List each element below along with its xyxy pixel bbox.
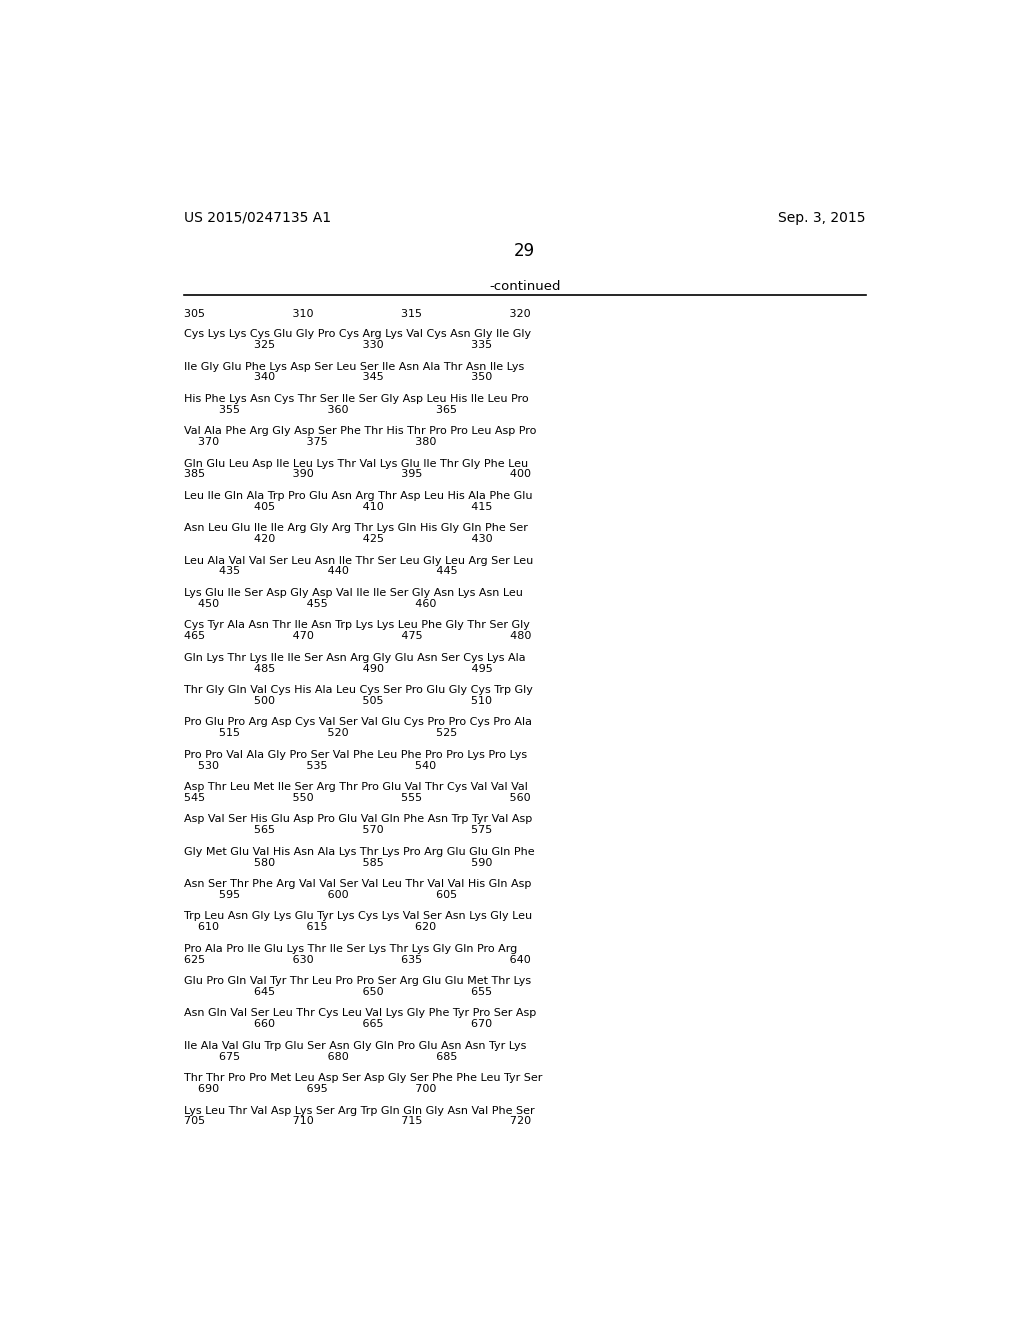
- Text: 595                         600                         605: 595 600 605: [183, 890, 457, 900]
- Text: Trp Leu Asn Gly Lys Glu Tyr Lys Cys Lys Val Ser Asn Lys Gly Leu: Trp Leu Asn Gly Lys Glu Tyr Lys Cys Lys …: [183, 911, 531, 921]
- Text: 420                         425                         430: 420 425 430: [183, 535, 493, 544]
- Text: 690                         695                         700: 690 695 700: [183, 1084, 436, 1094]
- Text: Gly Met Glu Val His Asn Ala Lys Thr Lys Pro Arg Glu Glu Gln Phe: Gly Met Glu Val His Asn Ala Lys Thr Lys …: [183, 847, 535, 857]
- Text: Lys Leu Thr Val Asp Lys Ser Arg Trp Gln Gln Gly Asn Val Phe Ser: Lys Leu Thr Val Asp Lys Ser Arg Trp Gln …: [183, 1106, 535, 1115]
- Text: 500                         505                         510: 500 505 510: [183, 696, 492, 706]
- Text: Ile Gly Glu Phe Lys Asp Ser Leu Ser Ile Asn Ala Thr Asn Ile Lys: Ile Gly Glu Phe Lys Asp Ser Leu Ser Ile …: [183, 362, 524, 372]
- Text: 325                         330                         335: 325 330 335: [183, 341, 492, 350]
- Text: Sep. 3, 2015: Sep. 3, 2015: [778, 211, 866, 224]
- Text: 450                         455                         460: 450 455 460: [183, 599, 436, 609]
- Text: Cys Tyr Ala Asn Thr Ile Asn Trp Lys Lys Leu Phe Gly Thr Ser Gly: Cys Tyr Ala Asn Thr Ile Asn Trp Lys Lys …: [183, 620, 529, 631]
- Text: 29: 29: [514, 242, 536, 260]
- Text: His Phe Lys Asn Cys Thr Ser Ile Ser Gly Asp Leu His Ile Leu Pro: His Phe Lys Asn Cys Thr Ser Ile Ser Gly …: [183, 395, 528, 404]
- Text: Pro Ala Pro Ile Glu Lys Thr Ile Ser Lys Thr Lys Gly Gln Pro Arg: Pro Ala Pro Ile Glu Lys Thr Ile Ser Lys …: [183, 944, 517, 954]
- Text: Leu Ile Gln Ala Trp Pro Glu Asn Arg Thr Asp Leu His Ala Phe Glu: Leu Ile Gln Ala Trp Pro Glu Asn Arg Thr …: [183, 491, 532, 502]
- Text: 370                         375                         380: 370 375 380: [183, 437, 436, 447]
- Text: 565                         570                         575: 565 570 575: [183, 825, 493, 836]
- Text: Asn Leu Glu Ile Ile Arg Gly Arg Thr Lys Gln His Gly Gln Phe Ser: Asn Leu Glu Ile Ile Arg Gly Arg Thr Lys …: [183, 524, 527, 533]
- Text: US 2015/0247135 A1: US 2015/0247135 A1: [183, 211, 331, 224]
- Text: Leu Ala Val Val Ser Leu Asn Ile Thr Ser Leu Gly Leu Arg Ser Leu: Leu Ala Val Val Ser Leu Asn Ile Thr Ser …: [183, 556, 534, 566]
- Text: 465                         470                         475                     : 465 470 475: [183, 631, 531, 642]
- Text: 515                         520                         525: 515 520 525: [183, 729, 457, 738]
- Text: 485                         490                         495: 485 490 495: [183, 664, 493, 673]
- Text: Glu Pro Gln Val Tyr Thr Leu Pro Pro Ser Arg Glu Glu Met Thr Lys: Glu Pro Gln Val Tyr Thr Leu Pro Pro Ser …: [183, 977, 530, 986]
- Text: 340                         345                         350: 340 345 350: [183, 372, 493, 383]
- Text: 675                         680                         685: 675 680 685: [183, 1052, 457, 1061]
- Text: Lys Glu Ile Ser Asp Gly Asp Val Ile Ile Ser Gly Asn Lys Asn Leu: Lys Glu Ile Ser Asp Gly Asp Val Ile Ile …: [183, 589, 522, 598]
- Text: Thr Thr Pro Pro Met Leu Asp Ser Asp Gly Ser Phe Phe Leu Tyr Ser: Thr Thr Pro Pro Met Leu Asp Ser Asp Gly …: [183, 1073, 542, 1084]
- Text: Asn Gln Val Ser Leu Thr Cys Leu Val Lys Gly Phe Tyr Pro Ser Asp: Asn Gln Val Ser Leu Thr Cys Leu Val Lys …: [183, 1008, 536, 1019]
- Text: 580                         585                         590: 580 585 590: [183, 858, 493, 867]
- Text: Gln Lys Thr Lys Ile Ile Ser Asn Arg Gly Glu Asn Ser Cys Lys Ala: Gln Lys Thr Lys Ile Ile Ser Asn Arg Gly …: [183, 653, 525, 663]
- Text: Gln Glu Leu Asp Ile Leu Lys Thr Val Lys Glu Ile Thr Gly Phe Leu: Gln Glu Leu Asp Ile Leu Lys Thr Val Lys …: [183, 459, 528, 469]
- Text: Asp Val Ser His Glu Asp Pro Glu Val Gln Phe Asn Trp Tyr Val Asp: Asp Val Ser His Glu Asp Pro Glu Val Gln …: [183, 814, 532, 825]
- Text: 645                         650                         655: 645 650 655: [183, 987, 492, 997]
- Text: Pro Glu Pro Arg Asp Cys Val Ser Val Glu Cys Pro Pro Cys Pro Ala: Pro Glu Pro Arg Asp Cys Val Ser Val Glu …: [183, 718, 531, 727]
- Text: Ile Ala Val Glu Trp Glu Ser Asn Gly Gln Pro Glu Asn Asn Tyr Lys: Ile Ala Val Glu Trp Glu Ser Asn Gly Gln …: [183, 1040, 526, 1051]
- Text: 355                         360                         365: 355 360 365: [183, 405, 457, 414]
- Text: Val Ala Phe Arg Gly Asp Ser Phe Thr His Thr Pro Pro Leu Asp Pro: Val Ala Phe Arg Gly Asp Ser Phe Thr His …: [183, 426, 537, 437]
- Text: Pro Pro Val Ala Gly Pro Ser Val Phe Leu Phe Pro Pro Lys Pro Lys: Pro Pro Val Ala Gly Pro Ser Val Phe Leu …: [183, 750, 527, 760]
- Text: 625                         630                         635                     : 625 630 635: [183, 954, 530, 965]
- Text: 660                         665                         670: 660 665 670: [183, 1019, 492, 1030]
- Text: 610                         615                         620: 610 615 620: [183, 923, 436, 932]
- Text: 530                         535                         540: 530 535 540: [183, 760, 436, 771]
- Text: Asn Ser Thr Phe Arg Val Val Ser Val Leu Thr Val Val His Gln Asp: Asn Ser Thr Phe Arg Val Val Ser Val Leu …: [183, 879, 531, 890]
- Text: Thr Gly Gln Val Cys His Ala Leu Cys Ser Pro Glu Gly Cys Trp Gly: Thr Gly Gln Val Cys His Ala Leu Cys Ser …: [183, 685, 532, 696]
- Text: 705                         710                         715                     : 705 710 715: [183, 1117, 530, 1126]
- Text: Asp Thr Leu Met Ile Ser Arg Thr Pro Glu Val Thr Cys Val Val Val: Asp Thr Leu Met Ile Ser Arg Thr Pro Glu …: [183, 781, 527, 792]
- Text: 305                         310                         315                     : 305 310 315: [183, 309, 530, 319]
- Text: 385                         390                         395                     : 385 390 395: [183, 470, 530, 479]
- Text: 435                         440                         445: 435 440 445: [183, 566, 458, 577]
- Text: 405                         410                         415: 405 410 415: [183, 502, 493, 512]
- Text: 545                         550                         555                     : 545 550 555: [183, 793, 530, 803]
- Text: Cys Lys Lys Cys Glu Gly Pro Cys Arg Lys Val Cys Asn Gly Ile Gly: Cys Lys Lys Cys Glu Gly Pro Cys Arg Lys …: [183, 330, 530, 339]
- Text: -continued: -continued: [489, 280, 560, 293]
